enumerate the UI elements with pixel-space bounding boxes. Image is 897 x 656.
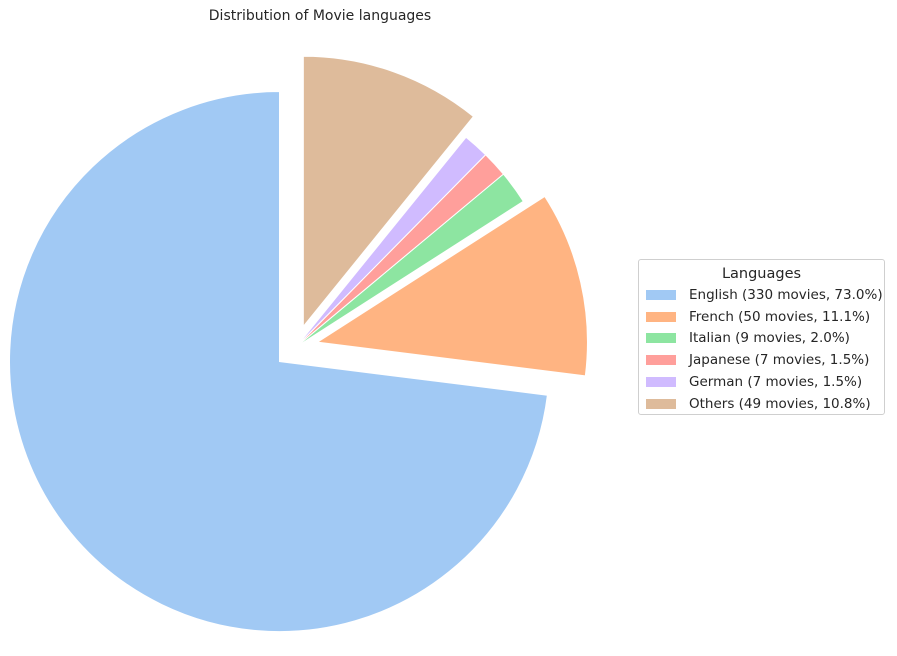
pie-chart xyxy=(9,55,588,633)
legend-title: Languages xyxy=(721,266,802,282)
legend-label: English (330 movies, 73.0%) xyxy=(689,286,883,303)
legend-item-italian: Italian (9 movies, 2.0%) xyxy=(639,328,884,350)
legend-label: French (50 movies, 11.1%) xyxy=(689,308,871,325)
legend-swatch xyxy=(646,311,676,322)
legend-item-english: English (330 movies, 73.0%) xyxy=(639,284,884,306)
legend-swatch xyxy=(646,355,676,366)
legend-swatch xyxy=(646,377,676,388)
legend-swatch xyxy=(646,333,676,344)
legend: Languages English (330 movies, 73.0%) Fre… xyxy=(638,259,885,415)
legend-label: Italian (9 movies, 2.0%) xyxy=(689,330,850,347)
pie-slice-german xyxy=(295,136,487,348)
legend-label: Others (49 movies, 10.8%) xyxy=(689,395,871,412)
legend-item-french: French (50 movies, 11.1%) xyxy=(639,306,884,328)
pie-slice-others xyxy=(302,55,475,328)
legend-item-japanese: Japanese (7 movies, 1.5%) xyxy=(639,349,884,371)
legend-item-german: German (7 movies, 1.5%) xyxy=(639,371,884,393)
legend-label: German (7 movies, 1.5%) xyxy=(689,374,863,391)
legend-swatch xyxy=(646,289,676,300)
chart-title: Distribution of Movie languages xyxy=(208,8,432,24)
pie-slice-english xyxy=(9,91,548,633)
legend-label: Japanese (7 movies, 1.5%) xyxy=(689,352,870,369)
legend-swatch xyxy=(646,398,676,409)
pie-slice-french xyxy=(316,195,588,377)
legend-item-others: Others (49 movies, 10.8%) xyxy=(639,393,884,415)
